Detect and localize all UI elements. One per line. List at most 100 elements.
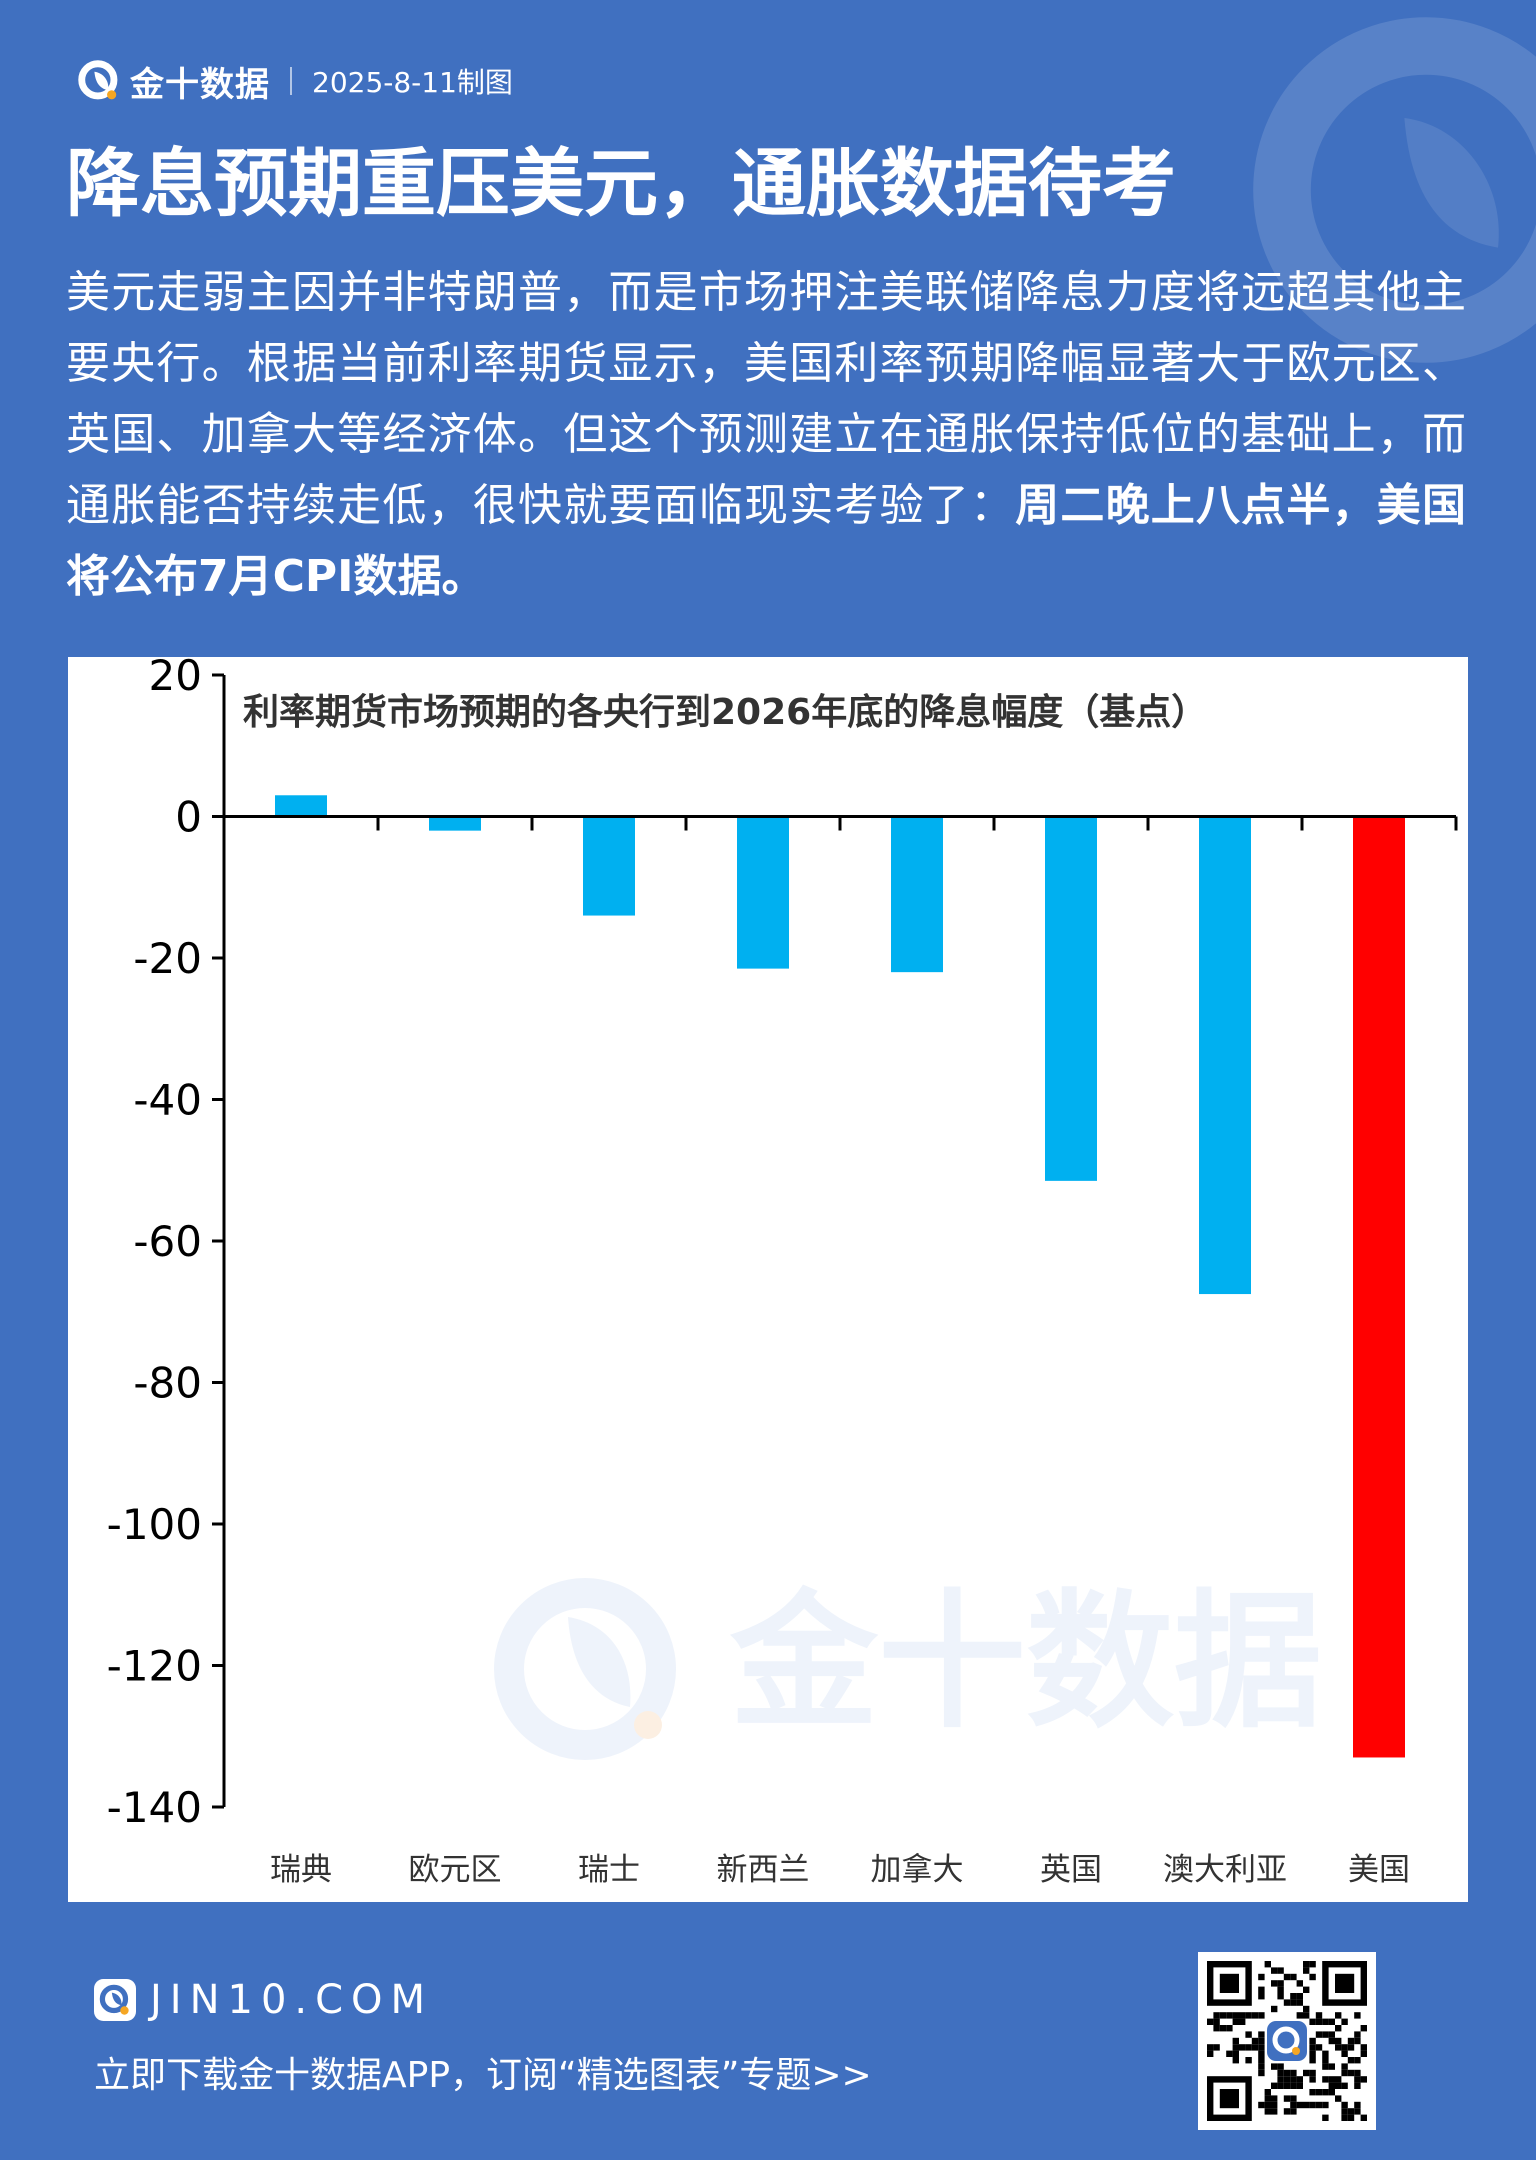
- qr-module: [1207, 2050, 1214, 2057]
- qr-module: [1232, 2057, 1239, 2064]
- qr-module: [1322, 2057, 1329, 2064]
- qr-module: [1290, 1999, 1297, 2006]
- page-title: 降息预期重压美元，通胀数据待考: [66, 141, 1176, 227]
- qr-module: [1207, 2018, 1214, 2025]
- qr-finder-inner: [1219, 2089, 1239, 2109]
- qr-module: [1309, 2050, 1316, 2057]
- qr-module: [1322, 2114, 1329, 2121]
- qr-module: [1303, 2005, 1310, 2013]
- y-tick-label: -40: [133, 1076, 202, 1125]
- qr-module: [1328, 2031, 1335, 2038]
- background-logo-watermark: [1253, 17, 1536, 363]
- qr-module: [1296, 2076, 1303, 2083]
- qr-module: [1354, 2069, 1361, 2077]
- qr-module: [1258, 2050, 1265, 2057]
- qr-module: [1335, 2012, 1342, 2019]
- qr-module: [1347, 2108, 1355, 2115]
- qr-module: [1271, 2095, 1278, 2102]
- y-tick-label: -20: [133, 934, 202, 983]
- qr-module: [1315, 2089, 1323, 2096]
- qr-module: [1258, 2063, 1265, 2070]
- qr-module: [1258, 2031, 1265, 2038]
- qr-module: [1303, 1961, 1310, 1968]
- y-axis: 20 0 -20 -40 -60 -80 -100 -120 -140: [107, 657, 226, 1832]
- y-tick-label: -100: [107, 1500, 202, 1549]
- qr-module: [1251, 2037, 1259, 2045]
- x-category-label: 瑞典: [270, 1852, 332, 1888]
- qr-module: [1309, 2018, 1316, 2025]
- description-text: 美元走弱主因并非特朗普，而是市场押注美联储降息力度将远超其他主要央行。根据当前利…: [66, 267, 1466, 531]
- chart-title: 利率期货市场预期的各央行到2026年底的降息幅度（基点）: [243, 692, 1207, 733]
- qr-module: [1232, 2018, 1239, 2025]
- qr-module: [1283, 1999, 1291, 2006]
- site-url[interactable]: JIN10.COM: [150, 1977, 434, 2023]
- jin10-logo-icon: [94, 1979, 136, 2021]
- qr-module: [1264, 2108, 1271, 2115]
- qr-module: [1245, 2031, 1252, 2038]
- qr-module: [1271, 2082, 1278, 2089]
- download-cta[interactable]: 立即下载金十数据APP，订阅“精选图表”专题>>: [94, 2055, 872, 2096]
- qr-module: [1283, 2082, 1291, 2089]
- qr-module: [1290, 2095, 1297, 2102]
- qr-module: [1258, 2057, 1265, 2064]
- y-tick-label: 0: [175, 793, 202, 842]
- qr-module: [1328, 2063, 1335, 2070]
- qr-module: [1303, 2069, 1310, 2077]
- qr-module: [1309, 2076, 1316, 2083]
- qr-module: [1296, 1980, 1303, 1987]
- qr-module: [1271, 2101, 1278, 2109]
- qr-module: [1341, 2114, 1348, 2121]
- qr-module: [1335, 2076, 1342, 2083]
- qr-module: [1245, 2012, 1252, 2019]
- qr-module: [1335, 2095, 1342, 2102]
- qr-module: [1341, 2108, 1348, 2115]
- qr-module: [1322, 2076, 1329, 2083]
- qr-module: [1360, 2114, 1367, 2121]
- qr-module: [1341, 2069, 1348, 2077]
- qr-module: [1290, 2101, 1297, 2109]
- bar: [1045, 816, 1097, 1181]
- qr-module: [1290, 1993, 1297, 2000]
- x-category-label: 英国: [1040, 1852, 1102, 1888]
- qr-module: [1239, 2018, 1246, 2025]
- qr-module: [1296, 2082, 1303, 2089]
- qr-module: [1271, 1967, 1278, 1974]
- qr-module: [1245, 2044, 1252, 2051]
- qr-module: [1258, 1986, 1265, 1993]
- qr-module: [1303, 1986, 1310, 1993]
- chart-date: 2025-8-11制图: [312, 66, 513, 99]
- y-tick-label: -140: [107, 1783, 202, 1832]
- qr-module: [1315, 2101, 1323, 2109]
- qr-module: [1232, 2037, 1239, 2045]
- qr-module: [1315, 2012, 1323, 2019]
- qr-module: [1264, 1961, 1271, 1968]
- bar: [1199, 816, 1251, 1295]
- qr-module: [1277, 2063, 1284, 2070]
- qr-module: [1335, 2082, 1342, 2089]
- x-category-label: 加拿大: [871, 1852, 964, 1888]
- qr-code[interactable]: [1198, 1952, 1376, 2130]
- footer-site[interactable]: JIN10.COM: [94, 1977, 433, 2023]
- header: 金十数据 2025-8-11制图: [76, 58, 513, 105]
- qr-module: [1226, 2050, 1233, 2057]
- qr-module: [1213, 2018, 1220, 2025]
- x-category-label: 欧元区: [409, 1852, 502, 1888]
- qr-module: [1347, 2069, 1355, 2077]
- qr-module: [1354, 2082, 1361, 2089]
- qr-module: [1322, 2089, 1329, 2096]
- qr-module: [1341, 2101, 1348, 2109]
- qr-module: [1213, 2012, 1220, 2019]
- qr-module: [1315, 2044, 1323, 2051]
- qr-module: [1258, 2044, 1265, 2051]
- qr-module: [1258, 2012, 1265, 2019]
- qr-module: [1341, 2050, 1348, 2057]
- jin10-logo-icon: [78, 60, 118, 100]
- qr-module: [1283, 2076, 1291, 2083]
- qr-module: [1328, 2089, 1335, 2096]
- brand-name: 金十数据: [130, 64, 270, 105]
- x-category-label: 瑞士: [578, 1852, 640, 1888]
- qr-module: [1296, 2012, 1303, 2019]
- qr-module: [1347, 2114, 1355, 2121]
- bar: [275, 795, 327, 817]
- qr-module: [1245, 2057, 1252, 2064]
